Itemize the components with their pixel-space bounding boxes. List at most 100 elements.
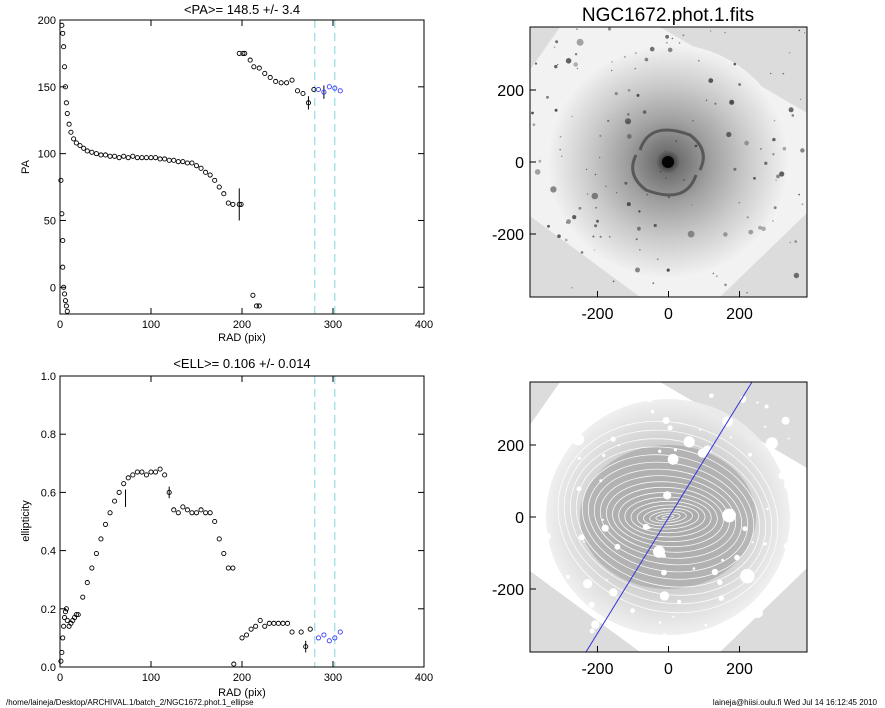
star-9: [772, 153, 775, 156]
pa-point-3-3: [251, 64, 257, 70]
image-x-tick-label-0: -200: [581, 306, 613, 323]
pa-point-1-0: [58, 177, 64, 183]
star-125: [605, 185, 607, 187]
star-99: [578, 206, 582, 210]
star-112: [599, 156, 601, 159]
star-92: [710, 30, 712, 32]
mask-37: [764, 404, 769, 409]
mask-51: [582, 540, 585, 543]
isophote-3: [643, 507, 693, 527]
ell-x-axis: 0 100 200 300 400: [57, 376, 433, 684]
mask-25: [760, 593, 767, 600]
pa-point-0-29: [157, 156, 163, 162]
star-108: [623, 55, 626, 58]
star-121: [573, 62, 578, 67]
star-65: [664, 150, 666, 152]
pa-point-0-17: [102, 152, 109, 158]
mask-81: [709, 393, 714, 398]
pa-y-tick-label-1: 50: [44, 215, 56, 227]
isophote-8: [612, 486, 724, 548]
star-97: [534, 62, 538, 65]
star-98: [687, 230, 695, 238]
star-31: [694, 144, 698, 148]
ell-point-0-4: [62, 614, 68, 621]
star-3: [595, 206, 598, 209]
star-39: [801, 203, 804, 206]
star-71: [724, 31, 726, 34]
star-111: [667, 196, 670, 199]
ell-point-0-5: [62, 609, 69, 615]
pa-point-0-32: [171, 157, 177, 163]
star-134: [611, 69, 613, 72]
star-44: [775, 179, 777, 181]
pa-point-3-5: [262, 70, 268, 77]
pa-point-0-37: [193, 163, 200, 169]
pa-point-4-1: [321, 89, 327, 95]
pa-point-1-7: [63, 303, 69, 309]
mask-43: [583, 579, 593, 589]
mask-68: [548, 476, 552, 480]
pa-point-0-15: [93, 151, 99, 157]
pa-point-0-45: [230, 201, 236, 207]
star-46: [547, 224, 550, 228]
star-118: [712, 272, 714, 275]
mask-45: [740, 569, 755, 584]
overlay-y-tick-label-2: 200: [497, 438, 524, 455]
ell-point-0-16: [89, 565, 95, 571]
mask-31: [601, 518, 604, 521]
mask-44: [630, 608, 635, 614]
pa-point-0-24: [134, 155, 140, 161]
mask-39: [677, 599, 682, 604]
mask-26: [658, 449, 662, 453]
pa-point-3-13: [305, 100, 311, 106]
galaxy-image: [530, 27, 807, 297]
mask-65: [663, 395, 668, 400]
star-5: [652, 282, 655, 285]
star-45: [599, 134, 602, 137]
overlay-x-tick-label-1: 0: [664, 661, 673, 678]
star-25: [627, 89, 631, 92]
star-124: [611, 61, 613, 63]
isophote-5: [630, 500, 706, 534]
star-13: [759, 147, 762, 150]
star-54: [746, 216, 749, 219]
star-138: [557, 234, 561, 238]
pa-point-0-38: [198, 165, 204, 171]
ell-point-0-3: [61, 623, 67, 629]
star-16: [682, 34, 685, 37]
star-38: [772, 220, 774, 222]
mask-1: [727, 622, 730, 625]
isophote-15: [569, 438, 767, 596]
pa-point-0-27: [148, 155, 154, 161]
star-106: [634, 67, 637, 70]
mask-38: [784, 479, 796, 491]
star-120: [659, 170, 662, 173]
mask-29: [659, 591, 670, 601]
mask-10: [611, 628, 615, 632]
ell-reference-lines: [314, 376, 336, 667]
ell-point-1-5: [257, 617, 263, 623]
ell-point-0-37: [184, 507, 190, 513]
pa-point-1-2: [60, 237, 66, 244]
star-7: [594, 173, 597, 176]
pa-x-tick-label-4: 400: [415, 319, 433, 331]
pa-point-0-3: [62, 64, 68, 70]
mask-84: [783, 542, 791, 550]
mask-15: [673, 448, 678, 452]
ell-point-0-18: [98, 536, 104, 542]
ell-point-1-14: [303, 644, 309, 650]
isophote-12: [587, 461, 749, 573]
ell-point-0-19: [102, 521, 109, 527]
star-48: [566, 222, 568, 224]
star-119: [565, 58, 572, 64]
isophote-9: [605, 481, 731, 553]
mask-82: [683, 436, 695, 448]
star-96: [788, 107, 794, 113]
ell-point-0-36: [180, 504, 186, 510]
star-58: [554, 64, 558, 69]
ell-point-0-22: [116, 489, 122, 495]
ell-point-1-12: [289, 629, 295, 635]
ell-point-1-10: [280, 620, 286, 626]
mask-9: [698, 428, 701, 431]
